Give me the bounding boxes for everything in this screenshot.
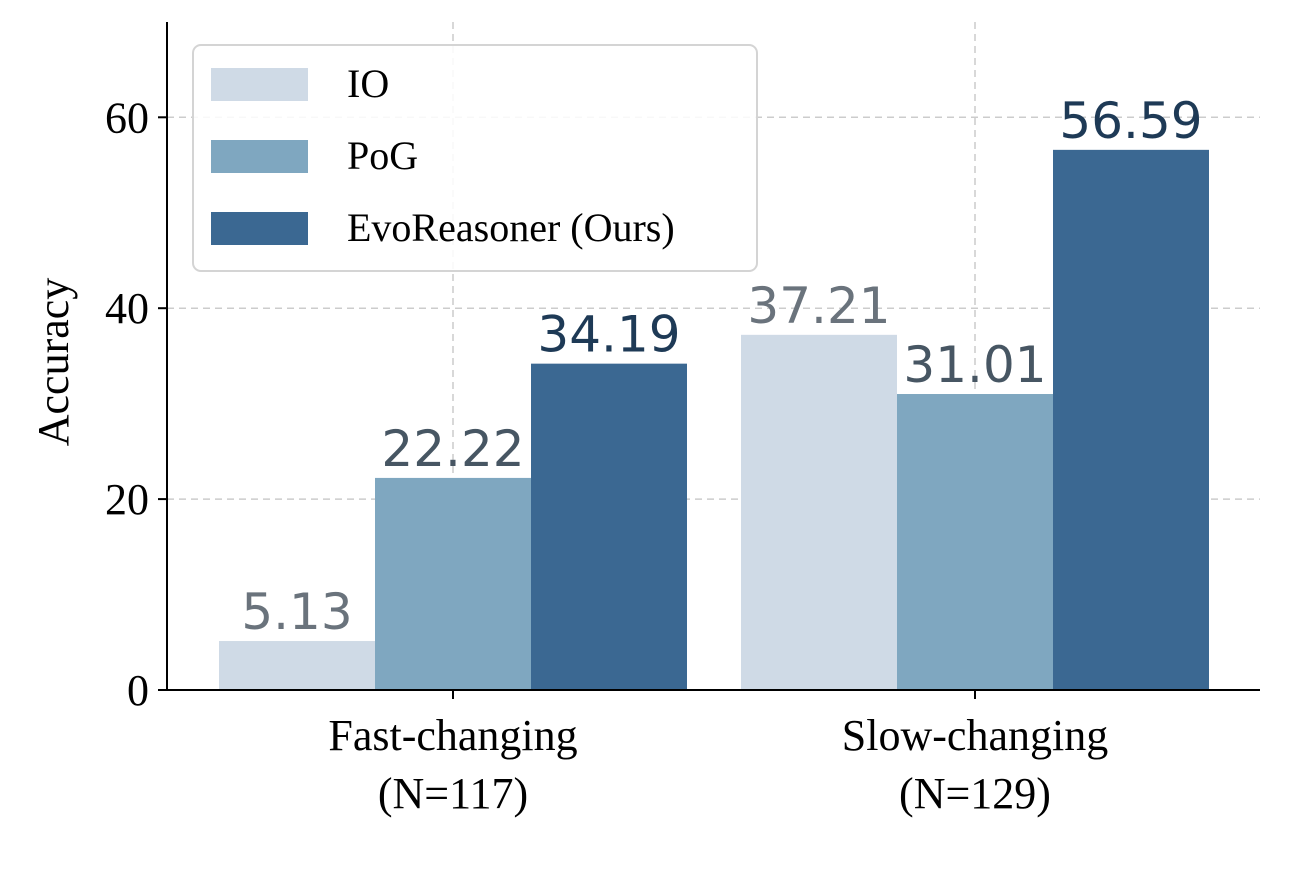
y-tick-label: 20 bbox=[105, 475, 149, 524]
legend-label: IO bbox=[347, 61, 389, 106]
bar bbox=[375, 477, 531, 690]
axes bbox=[166, 22, 1260, 691]
legend-label: PoG bbox=[347, 133, 418, 178]
bars bbox=[219, 149, 1209, 690]
bar-value-label: 37.21 bbox=[747, 277, 890, 335]
bar-value-label: 56.59 bbox=[1059, 92, 1202, 150]
y-tick-label: 0 bbox=[127, 666, 149, 715]
bar-value-label: 31.01 bbox=[903, 336, 1046, 394]
bar bbox=[897, 394, 1053, 690]
x-tick-label-count: (N=129) bbox=[899, 769, 1051, 818]
bar bbox=[531, 363, 687, 690]
bar bbox=[1053, 149, 1209, 690]
bar-value-label: 22.22 bbox=[381, 420, 524, 478]
x-tick-label: Slow-changing bbox=[842, 711, 1108, 760]
bar bbox=[219, 641, 375, 690]
bar bbox=[741, 334, 897, 690]
y-tick-label: 40 bbox=[105, 284, 149, 333]
legend-swatch bbox=[211, 68, 308, 101]
ticks: 0 20 40 60 Fast-changing (N=117) Slow-changing… bbox=[105, 93, 1108, 818]
legend-label: EvoReasoner (Ours) bbox=[347, 205, 675, 250]
bar-value-label: 34.19 bbox=[537, 306, 680, 364]
value-labels: 5.13 37.21 22.22 31.01 34.19 56.59 bbox=[241, 92, 1202, 641]
legend-swatch bbox=[211, 140, 308, 173]
y-axis-title: Accuracy bbox=[29, 278, 78, 447]
x-tick-label: Fast-changing bbox=[328, 711, 577, 760]
legend-box bbox=[192, 44, 758, 272]
y-tick-label: 60 bbox=[105, 93, 149, 142]
bar-value-label: 5.13 bbox=[241, 583, 352, 641]
x-tick-label-count: (N=117) bbox=[378, 769, 528, 818]
legend: IO PoG EvoReasoner (Ours) bbox=[192, 44, 758, 272]
legend-swatch bbox=[211, 212, 308, 245]
